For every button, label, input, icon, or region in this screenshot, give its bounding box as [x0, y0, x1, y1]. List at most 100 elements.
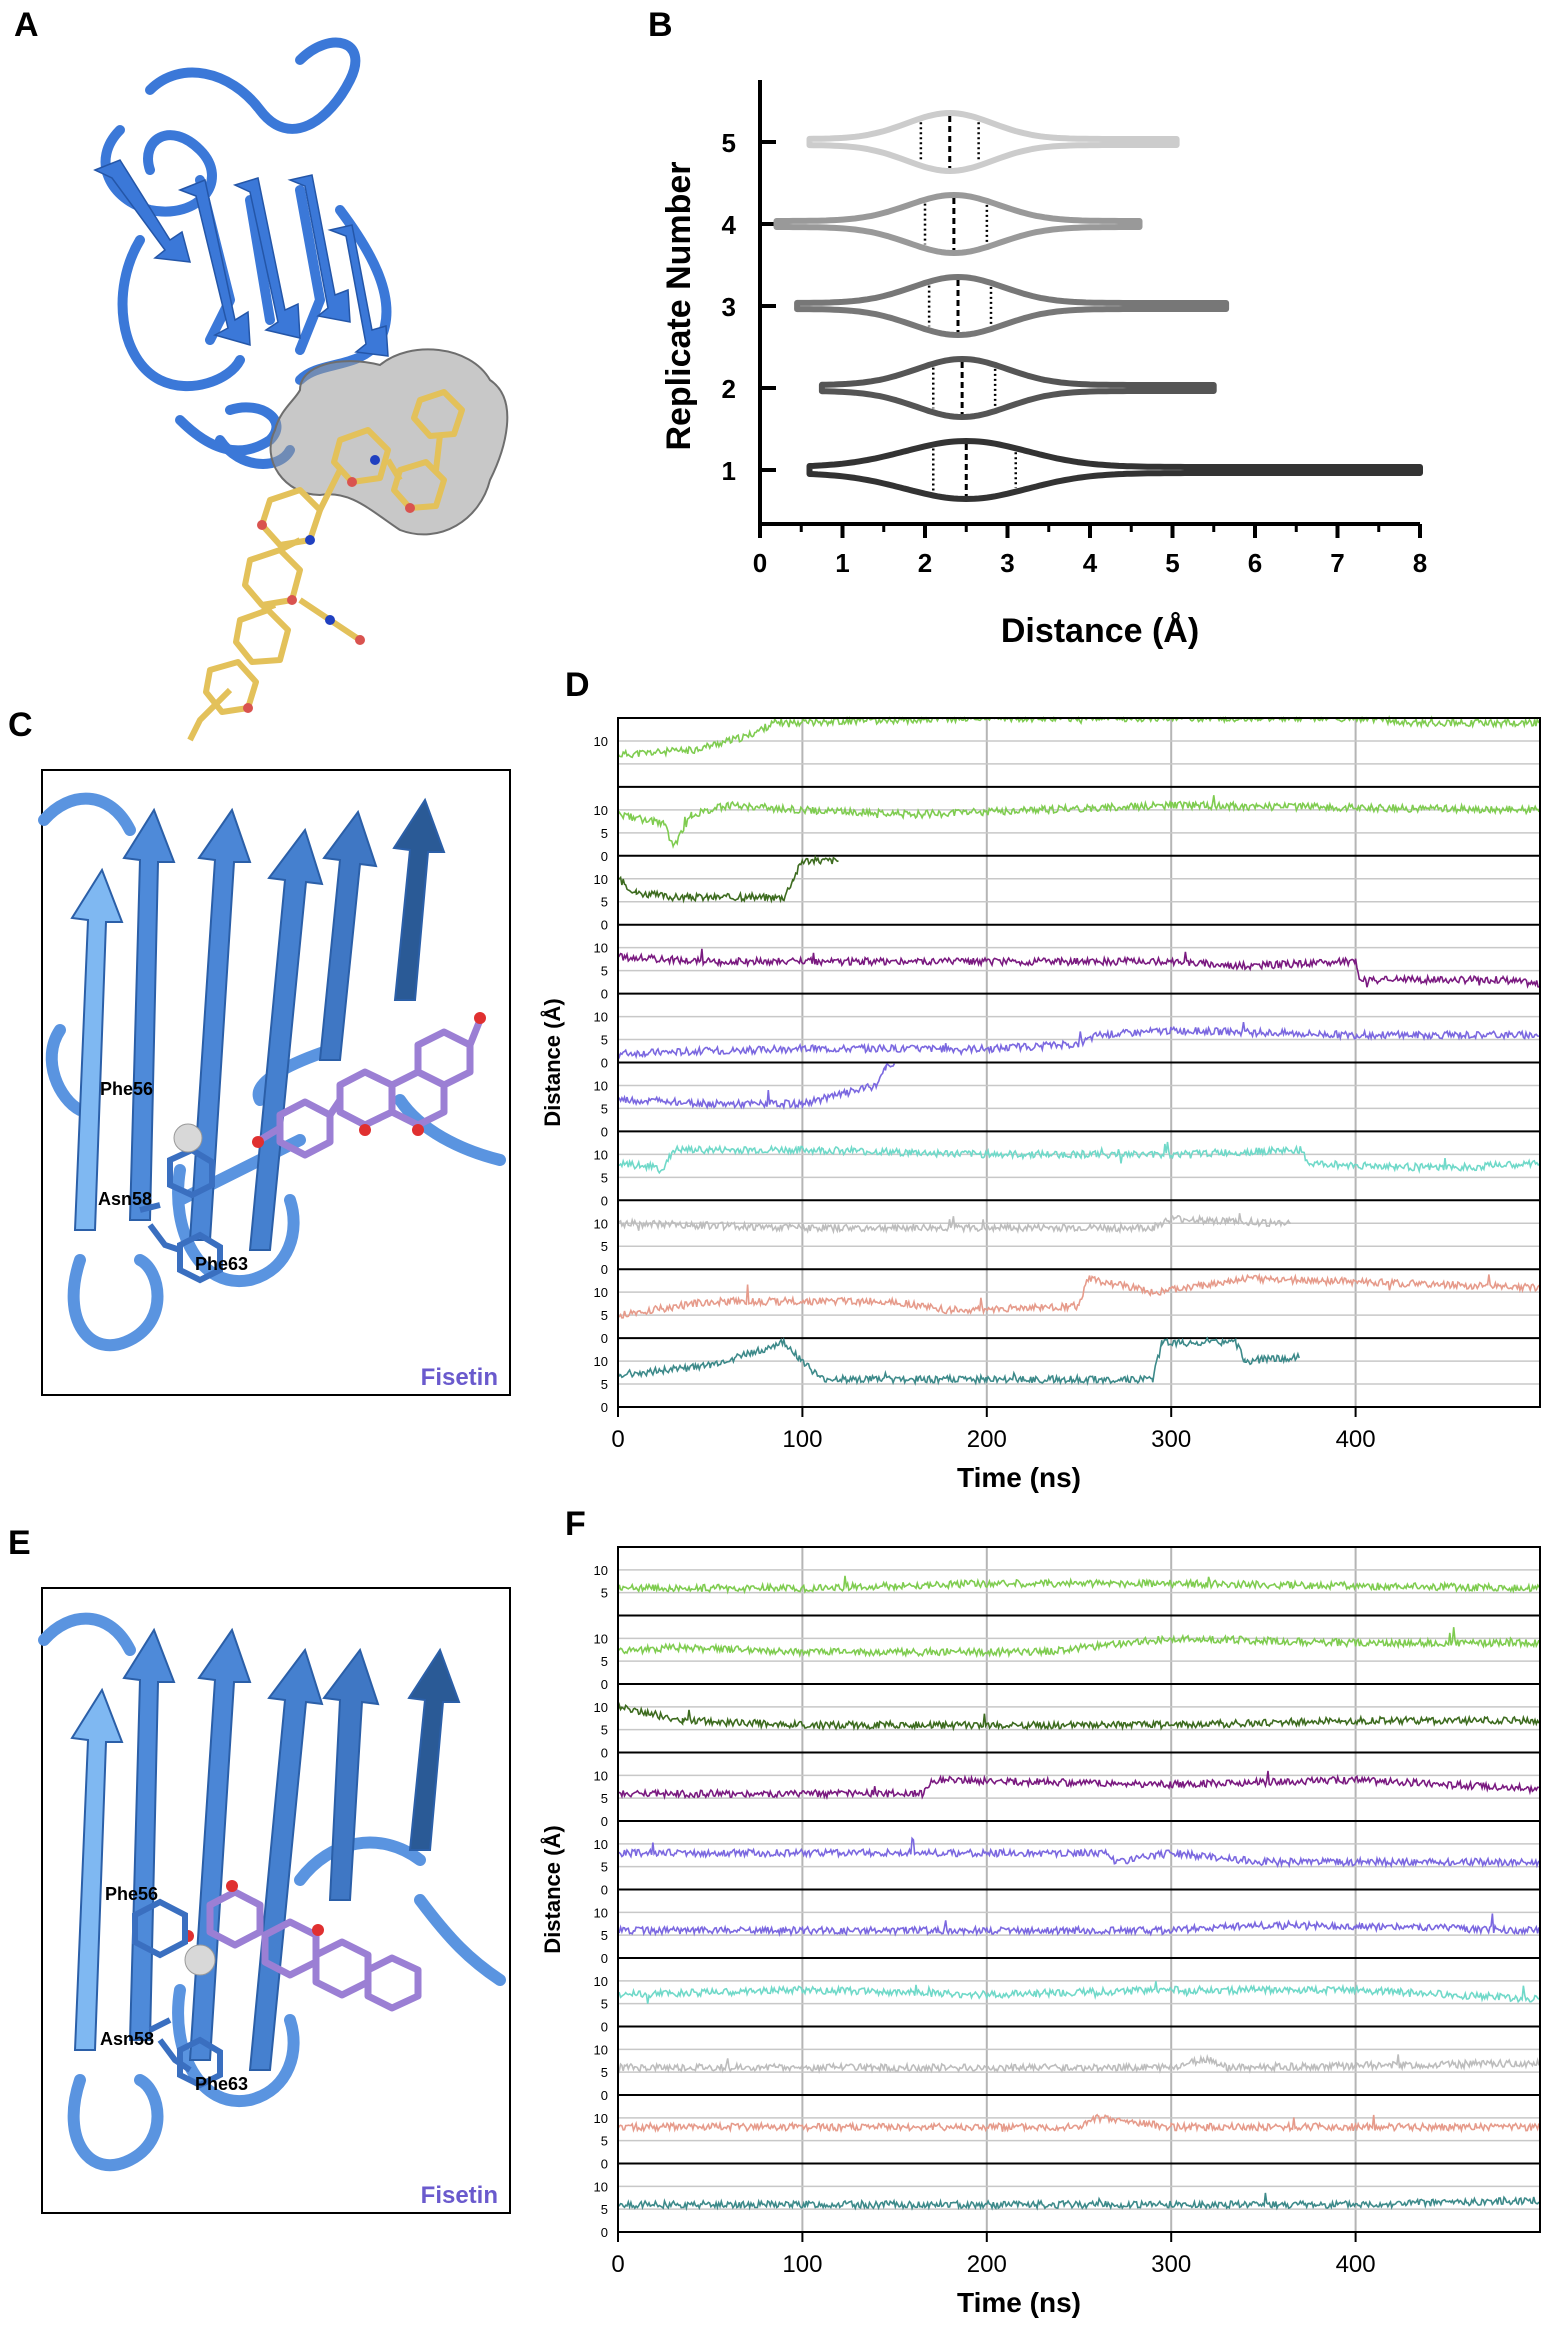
y-tick-label-f: 5 — [601, 1860, 608, 1875]
y-tick-label-b: 1 — [722, 456, 736, 486]
x-tick-label-d: 0 — [611, 1426, 624, 1453]
y-tick-label-d: 10 — [594, 1010, 608, 1025]
y-tick-label-f: 5 — [601, 1723, 608, 1738]
y-tick-label-d: 10 — [594, 872, 608, 887]
x-tick-label-d: 200 — [967, 1426, 1007, 1453]
x-tick-label-b: 8 — [1413, 548, 1427, 578]
distance-trace-f-2 — [617, 1627, 1540, 1659]
y-tick-label-d: 10 — [594, 803, 608, 818]
plot-frame-f — [617, 1546, 1541, 2233]
distance-trace-f-1 — [617, 1575, 1540, 1595]
y-tick-label-f: 0 — [601, 2225, 608, 2240]
violin-replicate-4 — [773, 192, 1143, 256]
y-tick-label-f: 0 — [601, 1677, 608, 1692]
distance-trace-d-10 — [617, 1336, 1300, 1386]
y-tick-label-f: 0 — [601, 1746, 608, 1761]
distance-trace-f-8 — [617, 2053, 1540, 2075]
y-tick-label-d: 10 — [594, 941, 608, 956]
x-tick-label-b: 6 — [1248, 548, 1262, 578]
y-axis-title-b: Replicate Number — [660, 161, 698, 450]
y-tick-label-f: 0 — [601, 2020, 608, 2035]
x-axis-title-b: Distance (Å) — [1001, 612, 1199, 650]
y-tick-label-f: 10 — [594, 1700, 608, 1715]
distance-trace-d-8 — [617, 1213, 1291, 1235]
y-tick-label-b: 3 — [722, 292, 736, 322]
violin-replicate-2 — [818, 356, 1217, 420]
x-tick-label-d: 300 — [1151, 1426, 1191, 1453]
panel-label-b: B — [648, 6, 673, 44]
y-tick-label-f: 5 — [601, 1928, 608, 1943]
x-tick-label-f: 400 — [1336, 2251, 1376, 2278]
x-tick-label-b: 5 — [1165, 548, 1179, 578]
y-tick-label-d: 5 — [601, 1377, 608, 1392]
x-tick-label-f: 200 — [967, 2251, 1007, 2278]
y-tick-label-d: 10 — [594, 1147, 608, 1162]
y-tick-label-f: 5 — [601, 1586, 608, 1601]
distance-trace-d-6 — [617, 1063, 896, 1111]
y-tick-label-d: 0 — [601, 987, 608, 1002]
x-tick-label-f: 100 — [782, 2251, 822, 2278]
y-tick-label-f: 5 — [601, 2202, 608, 2217]
y-tick-label-d: 0 — [601, 918, 608, 933]
panel-label-c: C — [8, 706, 33, 744]
y-tick-label-d: 0 — [601, 1400, 608, 1415]
y-tick-label-b: 5 — [722, 128, 736, 158]
y-tick-label-d: 0 — [601, 1193, 608, 1208]
distance-trace-f-6 — [617, 1913, 1540, 1938]
y-tick-label-d: 0 — [601, 1124, 608, 1139]
y-tick-label-d: 10 — [594, 1354, 608, 1369]
y-tick-label-f: 5 — [601, 2134, 608, 2149]
distance-trace-d-2 — [617, 795, 1540, 850]
distance-trace-f-10 — [617, 2192, 1540, 2212]
y-tick-label-d: 0 — [601, 849, 608, 864]
distance-trace-d-3 — [617, 854, 839, 904]
x-axis-title-d: Time (ns) — [957, 1462, 1081, 1493]
y-axis-title-d: Distance (Å) — [539, 998, 565, 1126]
y-tick-label-d: 0 — [601, 1262, 608, 1277]
y-tick-label-d: 10 — [594, 1285, 608, 1300]
y-tick-label-f: 10 — [594, 1905, 608, 1920]
y-tick-label-f: 10 — [594, 1563, 608, 1578]
x-tick-label-b: 0 — [753, 548, 767, 578]
x-tick-label-b: 7 — [1330, 548, 1344, 578]
plot-frame-d — [617, 717, 1541, 1408]
distance-trace-f-7 — [617, 1981, 1540, 2004]
x-tick-label-b: 2 — [918, 548, 932, 578]
y-tick-label-d: 5 — [601, 895, 608, 910]
y-tick-label-f: 10 — [594, 1768, 608, 1783]
y-tick-label-b: 2 — [722, 374, 736, 404]
y-tick-label-d: 5 — [601, 1239, 608, 1254]
y-tick-label-f: 5 — [601, 1997, 608, 2012]
y-tick-label-d: 5 — [601, 1033, 608, 1048]
y-tick-label-d: 5 — [601, 1170, 608, 1185]
y-tick-label-f: 0 — [601, 1951, 608, 1966]
y-tick-label-f: 0 — [601, 2088, 608, 2103]
y-tick-label-d: 5 — [601, 964, 608, 979]
violin-replicate-5 — [806, 110, 1180, 174]
y-tick-label-f: 10 — [594, 1837, 608, 1852]
violin-replicate-1 — [806, 438, 1423, 502]
y-tick-label-f: 10 — [594, 2111, 608, 2126]
distance-trace-d-4 — [617, 948, 1540, 989]
y-tick-label-b: 4 — [722, 210, 737, 240]
y-tick-label-d: 5 — [601, 1101, 608, 1116]
y-tick-label-d: 0 — [601, 1331, 608, 1346]
y-tick-label-f: 10 — [594, 1974, 608, 1989]
y-axis-title-f: Distance (Å) — [539, 1825, 565, 1953]
y-tick-label-f: 0 — [601, 2157, 608, 2172]
x-tick-label-d: 100 — [782, 1426, 822, 1453]
distance-trace-f-5 — [617, 1836, 1541, 1869]
y-tick-label-d: 5 — [601, 1308, 608, 1323]
y-tick-label-f: 5 — [601, 1791, 608, 1806]
distance-trace-d-9 — [617, 1272, 1540, 1319]
x-tick-label-b: 4 — [1083, 548, 1098, 578]
distance-trace-d-7 — [617, 1141, 1540, 1175]
x-tick-label-b: 3 — [1000, 548, 1014, 578]
distance-trace-f-9 — [617, 2113, 1540, 2134]
distance-trace-d-1 — [617, 714, 1541, 759]
y-tick-label-f: 10 — [594, 2042, 608, 2057]
distance-trace-f-4 — [617, 1770, 1539, 1801]
